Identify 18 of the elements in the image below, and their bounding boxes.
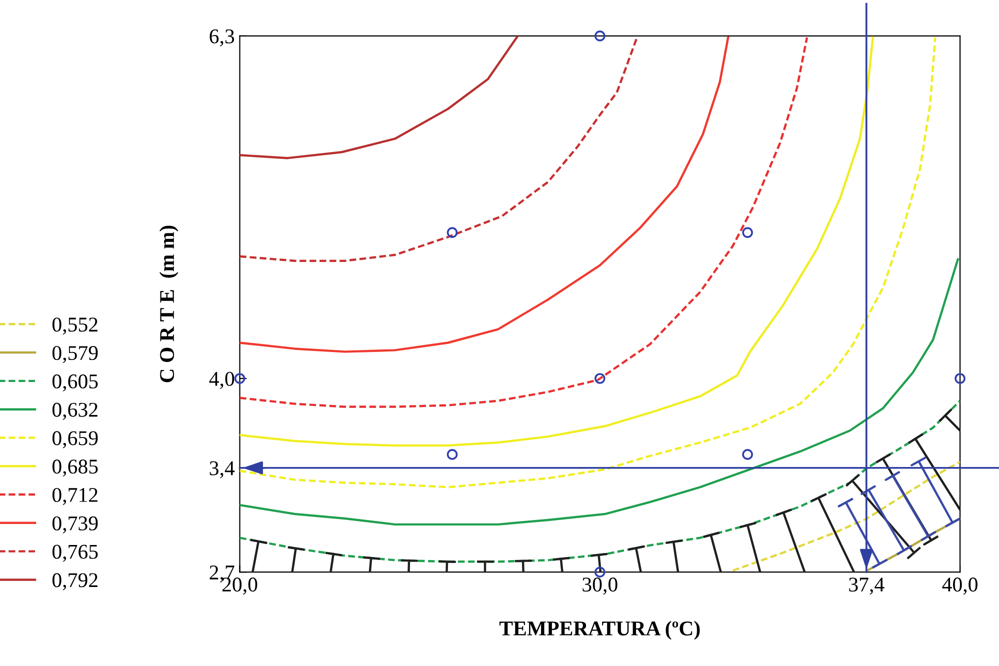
legend-label: 0,605 [52, 374, 98, 392]
y-axis-title: C O R T E (m m) [159, 226, 178, 382]
x-tick-label: 40,0 [942, 578, 978, 595]
legend-label: 0,685 [52, 460, 98, 477]
x-tick-label: 30,0 [582, 578, 618, 595]
legend-label: 0,579 [52, 346, 98, 364]
y-tick-label: 3,4 [210, 461, 235, 478]
y-tick-label: 4,0 [209, 372, 234, 389]
legend-label: 0,765 [52, 544, 98, 562]
legend-label: 0,659 [52, 431, 98, 448]
legend-label: 0,739 [52, 516, 98, 534]
legend-label: 0,632 [52, 402, 98, 420]
legend-label: 0,792 [52, 573, 98, 590]
y-tick-label: 6,3 [210, 29, 234, 46]
legend-label: 0,712 [52, 488, 98, 506]
x-axis-title: TEMPERATURA (ºC) [499, 620, 700, 640]
x-tick-label: 37,4 [849, 578, 884, 595]
legend-label: 0,552 [52, 318, 98, 335]
